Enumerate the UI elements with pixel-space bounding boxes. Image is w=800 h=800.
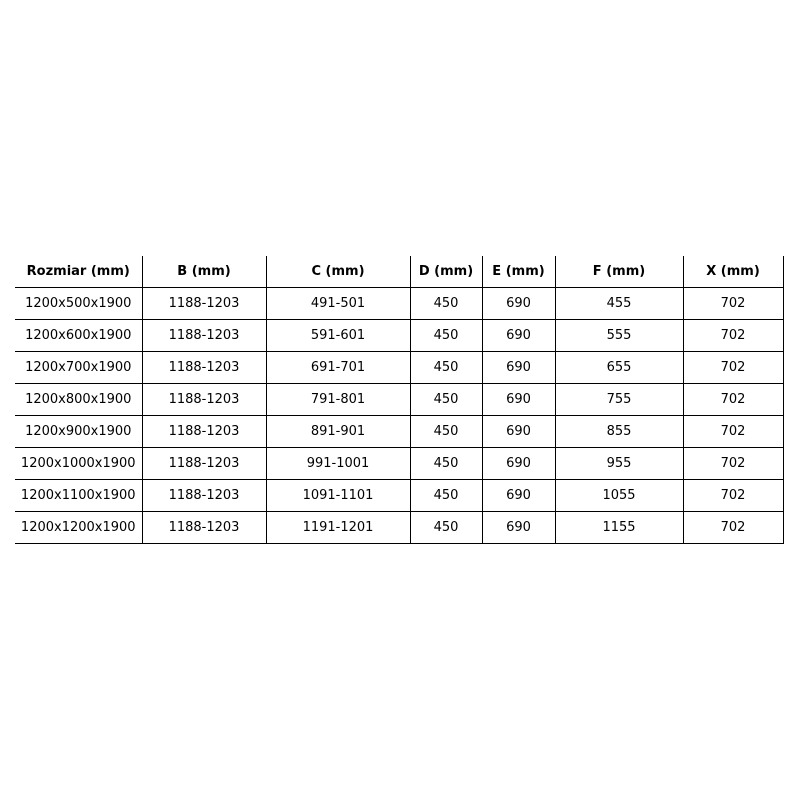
table-cell: 1200x600x1900 xyxy=(15,319,143,352)
column-header: C (mm) xyxy=(266,256,411,288)
table-cell: 702 xyxy=(683,319,784,352)
table-row: 1200x1100x1900 1188-1203 1091-1101 450 690 10… xyxy=(15,479,784,512)
table-cell: 450 xyxy=(410,511,483,544)
table-cell: 691-701 xyxy=(266,351,411,384)
table-cell: 891-901 xyxy=(266,415,411,448)
table-row: 1200x1000x1900 1188-1203 991-1001 450 690 955… xyxy=(15,447,784,480)
table-cell: 690 xyxy=(482,447,556,480)
table-cell: 702 xyxy=(683,511,784,544)
table-row: 1200x500x1900 1188-1203 491-501 450 690 455 70… xyxy=(15,287,784,320)
table-cell: 1200x1200x1900 xyxy=(15,511,143,544)
table-cell: 1188-1203 xyxy=(142,479,267,512)
dimensions-table: Rozmiar (mm) B (mm) C (mm) D (mm) E (mm) F (m… xyxy=(15,256,784,544)
table-cell: 1155 xyxy=(555,511,684,544)
header-row: Rozmiar (mm) B (mm) C (mm) D (mm) E (mm) F (m… xyxy=(15,256,784,288)
table-cell: 690 xyxy=(482,319,556,352)
table-cell: 1188-1203 xyxy=(142,447,267,480)
table-cell: 690 xyxy=(482,287,556,320)
table-cell: 955 xyxy=(555,447,684,480)
table-cell: 1188-1203 xyxy=(142,511,267,544)
table-cell: 1200x900x1900 xyxy=(15,415,143,448)
table-cell: 450 xyxy=(410,319,483,352)
table-cell: 450 xyxy=(410,415,483,448)
table-cell: 455 xyxy=(555,287,684,320)
table-cell: 690 xyxy=(482,415,556,448)
column-header: E (mm) xyxy=(482,256,556,288)
table-cell: 1200x700x1900 xyxy=(15,351,143,384)
table-cell: 1191-1201 xyxy=(266,511,411,544)
table-cell: 702 xyxy=(683,383,784,416)
table-row: 1200x900x1900 1188-1203 891-901 450 690 855 70… xyxy=(15,415,784,448)
table-cell: 690 xyxy=(482,479,556,512)
table-cell: 655 xyxy=(555,351,684,384)
table-cell: 591-601 xyxy=(266,319,411,352)
table-cell: 855 xyxy=(555,415,684,448)
column-header: X (mm) xyxy=(683,256,784,288)
table-cell: 450 xyxy=(410,287,483,320)
table-cell: 555 xyxy=(555,319,684,352)
table-cell: 491-501 xyxy=(266,287,411,320)
table-cell: 1200x800x1900 xyxy=(15,383,143,416)
table-cell: 702 xyxy=(683,447,784,480)
table-cell: 1200x1100x1900 xyxy=(15,479,143,512)
table-cell: 1055 xyxy=(555,479,684,512)
table-cell: 1188-1203 xyxy=(142,287,267,320)
table-cell: 450 xyxy=(410,383,483,416)
table-cell: 1091-1101 xyxy=(266,479,411,512)
table-cell: 791-801 xyxy=(266,383,411,416)
table-cell: 690 xyxy=(482,511,556,544)
table-cell: 1188-1203 xyxy=(142,351,267,384)
table-cell: 702 xyxy=(683,287,784,320)
table-cell: 1188-1203 xyxy=(142,383,267,416)
column-header: Rozmiar (mm) xyxy=(15,256,143,288)
table-cell: 702 xyxy=(683,479,784,512)
table-cell: 1200x500x1900 xyxy=(15,287,143,320)
table-cell: 1200x1000x1900 xyxy=(15,447,143,480)
column-header: B (mm) xyxy=(142,256,267,288)
table-row: 1200x800x1900 1188-1203 791-801 450 690 755 70… xyxy=(15,383,784,416)
column-header: F (mm) xyxy=(555,256,684,288)
column-header: D (mm) xyxy=(410,256,483,288)
table-cell: 755 xyxy=(555,383,684,416)
table-cell: 1188-1203 xyxy=(142,319,267,352)
table-row: 1200x1200x1900 1188-1203 1191-1201 450 690 11… xyxy=(15,511,784,544)
table-cell: 690 xyxy=(482,351,556,384)
table-cell: 450 xyxy=(410,351,483,384)
table-cell: 991-1001 xyxy=(266,447,411,480)
table-cell: 690 xyxy=(482,383,556,416)
table-cell: 702 xyxy=(683,351,784,384)
table-cell: 1188-1203 xyxy=(142,415,267,448)
table-row: 1200x700x1900 1188-1203 691-701 450 690 655 70… xyxy=(15,351,784,384)
table-cell: 702 xyxy=(683,415,784,448)
table-cell: 450 xyxy=(410,479,483,512)
table-cell: 450 xyxy=(410,447,483,480)
table-row: 1200x600x1900 1188-1203 591-601 450 690 555 70… xyxy=(15,319,784,352)
